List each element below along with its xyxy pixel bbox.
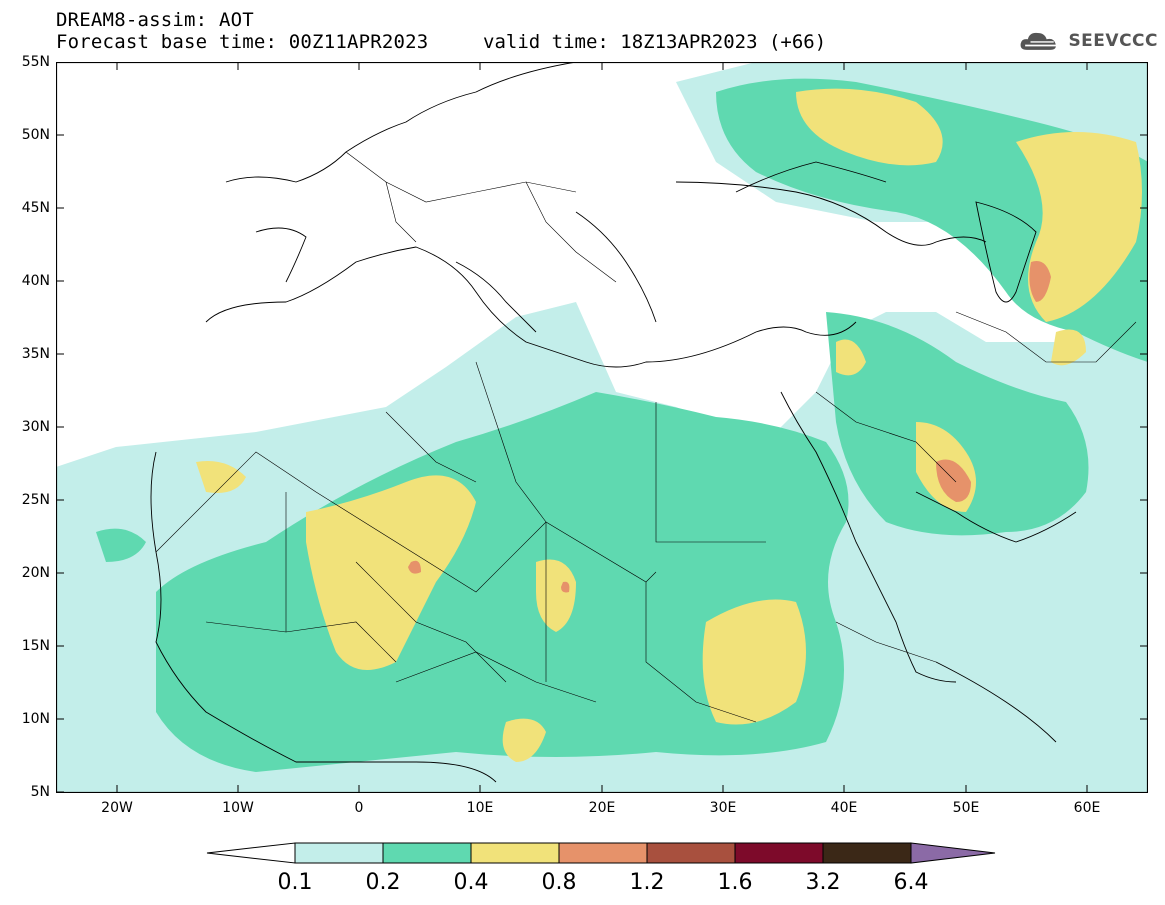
colorbar-segment	[470, 842, 560, 864]
map-title: DREAM8-assim: AOT	[56, 9, 254, 31]
colorbar-segment	[734, 842, 824, 864]
lat-label: 15N	[21, 638, 50, 654]
lat-label: 45N	[21, 200, 50, 216]
aot-forecast-map	[56, 62, 1148, 793]
aot-level-0.8	[408, 261, 1051, 593]
forecast-base-time: Forecast base time: 00Z11APR2023	[56, 31, 429, 53]
lat-label: 20N	[21, 565, 50, 581]
lon-label: 0	[354, 800, 364, 816]
colorbar-segment	[910, 842, 996, 864]
lon-label: 20E	[588, 800, 616, 816]
valid-time: valid time: 18Z13APR2023 (+66)	[483, 31, 827, 53]
colorbar-label: 0.4	[453, 870, 489, 895]
lon-label: 10E	[466, 800, 494, 816]
lat-label: 25N	[21, 492, 50, 508]
colorbar-label: 0.1	[277, 870, 313, 895]
colorbar	[206, 842, 996, 864]
lon-label: 20W	[101, 800, 133, 816]
lat-label: 30N	[21, 419, 50, 435]
colorbar-segment	[382, 842, 472, 864]
country-borders	[155, 151, 1137, 723]
colorbar-segment	[646, 842, 736, 864]
colorbar-label: 1.6	[717, 870, 753, 895]
lon-label: 60E	[1073, 800, 1101, 816]
cloud-icon	[1020, 32, 1058, 50]
lat-label: 40N	[21, 273, 50, 289]
lon-label: 40E	[830, 800, 858, 816]
lat-label: 50N	[21, 127, 50, 143]
colorbar-label: 1.2	[629, 870, 665, 895]
colorbar-label: 0.8	[541, 870, 577, 895]
lon-label: 50E	[952, 800, 980, 816]
colorbar-label: 3.2	[805, 870, 841, 895]
colorbar-label: 0.2	[365, 870, 401, 895]
colorbar-segment	[206, 842, 296, 864]
lat-label: 5N	[30, 784, 50, 800]
lat-label: 35N	[21, 346, 50, 362]
map-ticks	[56, 62, 1148, 793]
colorbar-label: 6.4	[893, 870, 929, 895]
seevccc-logo: SEEVCCC	[1018, 26, 1158, 56]
logo-text: SEEVCCC	[1068, 31, 1158, 51]
colorbar-segment	[294, 842, 384, 864]
lat-label: 55N	[21, 54, 50, 70]
map-frame	[56, 62, 1148, 793]
lon-label: 30E	[709, 800, 737, 816]
colorbar-segment	[558, 842, 648, 864]
colorbar-segment	[822, 842, 912, 864]
lat-label: 10N	[21, 711, 50, 727]
coastlines	[150, 62, 1077, 783]
lon-label: 10W	[222, 800, 254, 816]
